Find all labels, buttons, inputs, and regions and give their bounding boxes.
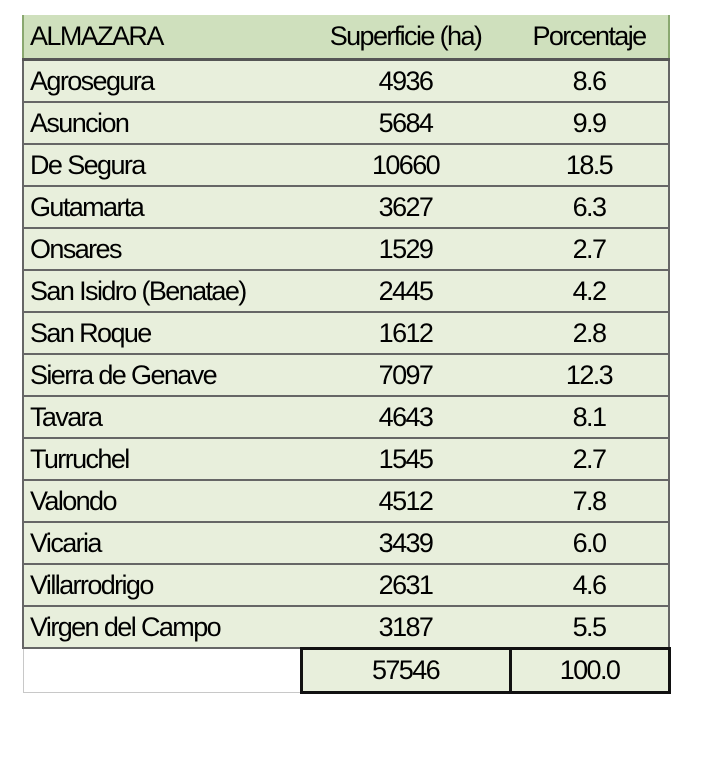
total-porcentaje: 100.0	[508, 646, 671, 694]
almazara-cell: Onsares	[22, 227, 301, 271]
total-superficie: 57546	[299, 646, 512, 694]
porcentaje-cell: 2.8	[510, 311, 670, 355]
almazara-cell: San Isidro (Benatae)	[22, 269, 301, 313]
almazara-cell: De Segura	[22, 143, 301, 187]
superficie-cell: 2445	[301, 269, 510, 313]
almazara-table: ALMAZARA Superficie (ha) Porcentaje Agro…	[22, 15, 671, 694]
header-row: ALMAZARA Superficie (ha) Porcentaje	[22, 15, 670, 61]
porcentaje-cell: 12.3	[510, 353, 670, 397]
table-row: San Roque 1612 2.8	[22, 311, 670, 355]
almazara-cell: Villarrodrigo	[22, 563, 301, 607]
almazara-cell: Vicaria	[22, 521, 301, 565]
table-row: San Isidro (Benatae) 2445 4.2	[22, 269, 670, 313]
superficie-cell: 1529	[301, 227, 510, 271]
porcentaje-cell: 6.0	[510, 521, 670, 565]
almazara-cell: Virgen del Campo	[22, 605, 301, 649]
superficie-cell: 3187	[301, 605, 510, 649]
porcentaje-cell: 2.7	[510, 227, 670, 271]
porcentaje-cell: 18.5	[510, 143, 670, 187]
superficie-cell: 2631	[301, 563, 510, 607]
porcentaje-cell: 5.5	[510, 605, 670, 649]
porcentaje-cell: 9.9	[510, 101, 670, 145]
table-row: Vicaria 3439 6.0	[22, 521, 670, 565]
porcentaje-cell: 8.1	[510, 395, 670, 439]
superficie-cell: 10660	[301, 143, 510, 187]
superficie-cell: 3627	[301, 185, 510, 229]
header-almazara: ALMAZARA	[22, 15, 301, 61]
table-header: ALMAZARA Superficie (ha) Porcentaje	[22, 15, 670, 61]
table-row: Valondo 4512 7.8	[22, 479, 670, 523]
almazara-cell: Agrosegura	[22, 59, 301, 103]
table-row: Villarrodrigo 2631 4.6	[22, 563, 670, 607]
table-row: Gutamarta 3627 6.3	[22, 185, 670, 229]
table-row: Agrosegura 4936 8.6	[22, 59, 670, 103]
table-row: Turruchel 1545 2.7	[22, 437, 670, 481]
table-footer: 57546 100.0	[22, 646, 671, 694]
totals-label-cell	[22, 648, 301, 693]
superficie-cell: 1545	[301, 437, 510, 481]
superficie-cell: 4643	[301, 395, 510, 439]
table-row: Onsares 1529 2.7	[22, 227, 670, 271]
porcentaje-cell: 2.7	[510, 437, 670, 481]
almazara-cell: Valondo	[22, 479, 301, 523]
superficie-cell: 1612	[301, 311, 510, 355]
superficie-cell: 7097	[301, 353, 510, 397]
porcentaje-cell: 8.6	[510, 59, 670, 103]
almazara-table-container: ALMAZARA Superficie (ha) Porcentaje Agro…	[22, 15, 671, 694]
table-body: Agrosegura 4936 8.6 Asuncion 5684 9.9 De Segur…	[22, 59, 670, 649]
porcentaje-cell: 4.2	[510, 269, 670, 313]
porcentaje-cell: 4.6	[510, 563, 670, 607]
almazara-cell: Sierra de Genave	[22, 353, 301, 397]
superficie-cell: 5684	[301, 101, 510, 145]
table-row: De Segura 10660 18.5	[22, 143, 670, 187]
porcentaje-cell: 6.3	[510, 185, 670, 229]
totals-row: 57546 100.0	[22, 646, 671, 694]
header-porcentaje: Porcentaje	[510, 15, 670, 61]
table-row: Asuncion 5684 9.9	[22, 101, 670, 145]
almazara-cell: Asuncion	[22, 101, 301, 145]
header-superficie: Superficie (ha)	[301, 15, 510, 61]
table-row: Virgen del Campo 3187 5.5	[22, 605, 670, 649]
almazara-cell: Turruchel	[22, 437, 301, 481]
almazara-cell: San Roque	[22, 311, 301, 355]
table-row: Tavara 4643 8.1	[22, 395, 670, 439]
almazara-cell: Tavara	[22, 395, 301, 439]
porcentaje-cell: 7.8	[510, 479, 670, 523]
superficie-cell: 4936	[301, 59, 510, 103]
superficie-cell: 4512	[301, 479, 510, 523]
table-row: Sierra de Genave 7097 12.3	[22, 353, 670, 397]
almazara-cell: Gutamarta	[22, 185, 301, 229]
superficie-cell: 3439	[301, 521, 510, 565]
